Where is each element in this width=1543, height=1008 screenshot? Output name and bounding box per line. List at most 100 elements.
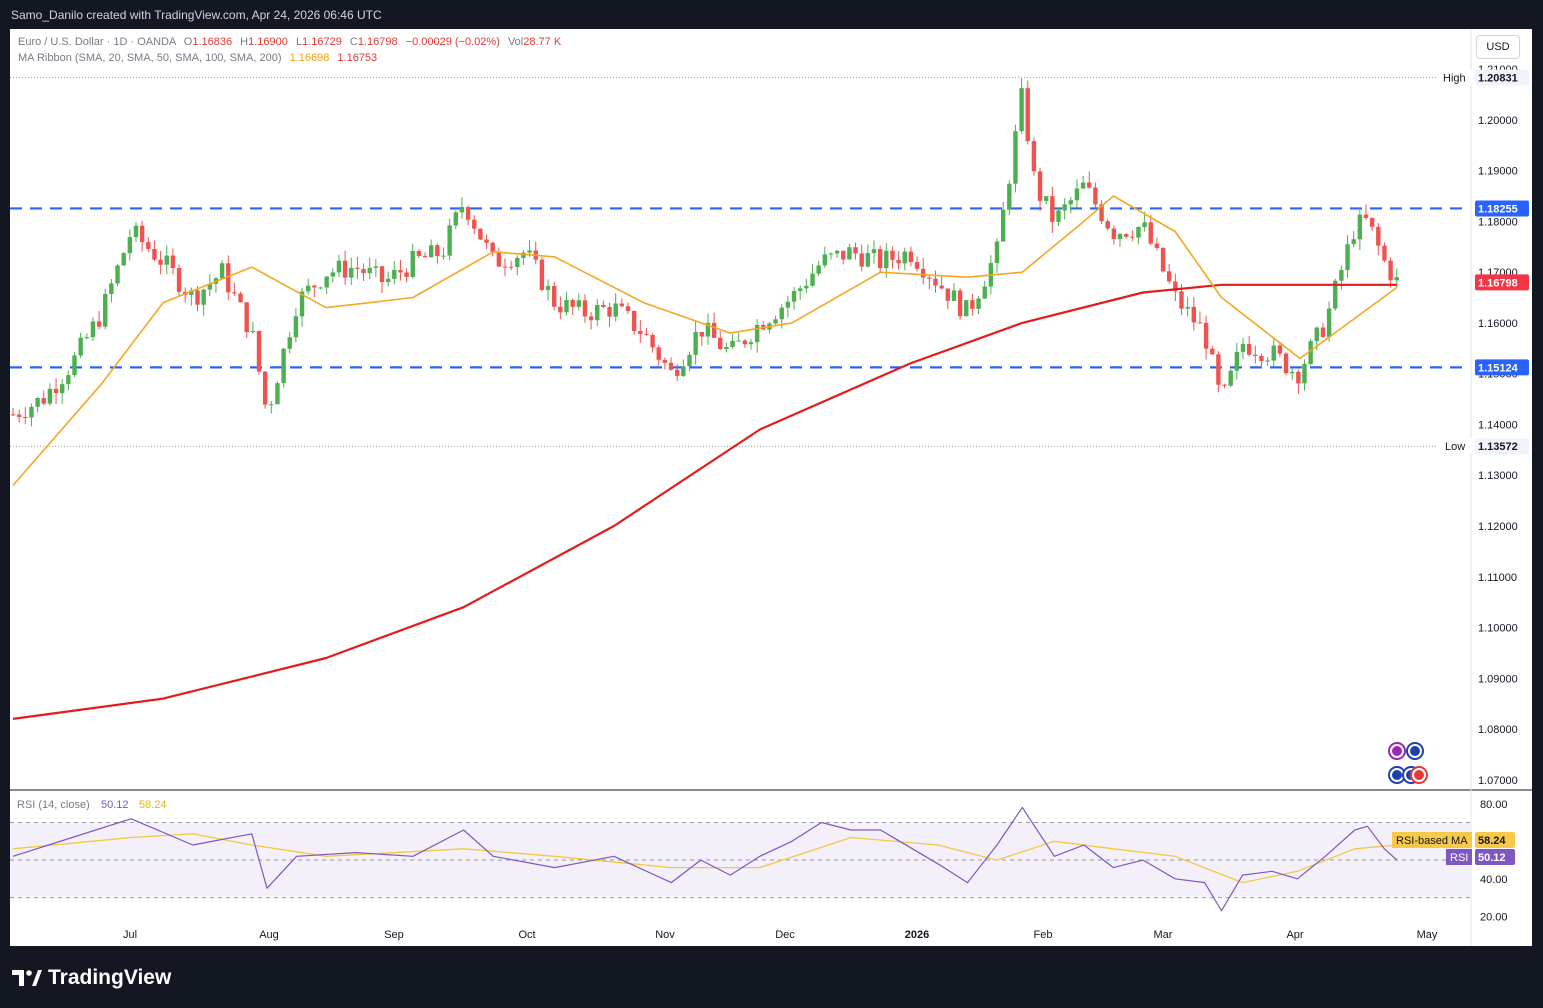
candle-body — [951, 290, 957, 301]
candle — [908, 246, 914, 267]
candle — [927, 274, 932, 290]
low-value-tag: 1.13572 — [1475, 438, 1529, 455]
rsi-tick: 20.00 — [1480, 911, 1508, 923]
candle — [847, 243, 852, 260]
candle-body — [1339, 270, 1344, 281]
price-tick: 1.12000 — [1478, 521, 1518, 533]
candle-body — [1271, 345, 1276, 361]
candle-body — [361, 268, 366, 274]
candle-body — [170, 255, 176, 269]
candle-body — [1345, 244, 1350, 271]
candle — [859, 244, 864, 272]
candle — [465, 205, 471, 226]
candle-body — [478, 228, 483, 240]
candle — [914, 256, 920, 272]
candle — [398, 260, 403, 281]
candle-body — [164, 255, 169, 265]
candle — [521, 250, 526, 265]
candle — [1173, 273, 1178, 302]
candle-body — [914, 262, 920, 269]
candle — [1105, 219, 1110, 231]
candle — [515, 255, 520, 276]
candle — [1130, 230, 1135, 242]
candle — [213, 276, 219, 293]
last-price-tag: 1.16798 — [1475, 274, 1529, 291]
candle-body — [613, 303, 618, 317]
chart-frame[interactable]: Euro / U.S. Dollar · 1D · OANDA O1.16836… — [10, 29, 1532, 946]
candle-body — [1326, 308, 1332, 338]
support-tag-text: 1.15124 — [1478, 362, 1519, 374]
candle — [828, 252, 834, 260]
price-tick: 1.13000 — [1478, 470, 1518, 482]
candle — [1240, 338, 1246, 360]
candle-body — [1240, 344, 1246, 352]
candle-body — [103, 293, 108, 327]
close-value: 1.16798 — [357, 36, 398, 48]
candle — [1148, 215, 1153, 246]
candle-body — [392, 269, 397, 279]
candle — [1019, 78, 1024, 134]
candle-body — [447, 225, 452, 256]
candle — [404, 268, 409, 283]
candle — [109, 279, 114, 303]
candle-body — [1333, 280, 1338, 309]
candle — [226, 255, 231, 301]
candle — [1093, 182, 1098, 209]
candle-body — [373, 266, 379, 268]
candle — [103, 288, 108, 330]
candle — [1302, 359, 1307, 391]
candle — [146, 237, 151, 252]
ma-ribbon-legend[interactable]: MA Ribbon (SMA, 20, SMA, 50, SMA, 100, S… — [18, 52, 377, 64]
candle — [207, 274, 212, 297]
candle — [724, 342, 729, 353]
rsi-ma-tag-box — [1392, 832, 1472, 848]
candle-body — [816, 265, 821, 274]
ma-ribbon-label: MA Ribbon (SMA, 20, SMA, 50, SMA, 100, S… — [18, 52, 282, 64]
candle — [1074, 179, 1080, 209]
candle-body — [1044, 196, 1049, 201]
candle-body — [1290, 371, 1295, 374]
candle-body — [1259, 355, 1264, 362]
candle-body — [355, 267, 360, 269]
currency-button[interactable]: USD — [1476, 35, 1520, 59]
candle — [945, 288, 950, 310]
candle — [834, 250, 840, 258]
price-tick: 1.07000 — [1478, 775, 1518, 787]
candle — [1339, 265, 1344, 290]
candle-body — [1087, 182, 1092, 188]
candle-body — [287, 337, 292, 349]
rsi-tag-box — [1446, 849, 1472, 865]
candle-body — [693, 332, 698, 355]
candle — [379, 265, 385, 293]
candle — [718, 330, 723, 350]
candle — [121, 252, 126, 266]
candle — [638, 320, 643, 344]
rsi-ma-value-tag: 58.24 — [1475, 832, 1515, 848]
candle-body — [841, 250, 846, 260]
candle — [1216, 351, 1221, 393]
symbol-legend[interactable]: Euro / U.S. Dollar · 1D · OANDA O1.16836… — [18, 36, 561, 48]
rsi-title: RSI (14, close) — [17, 799, 90, 811]
tradingview-logo[interactable]: TradingView — [12, 966, 171, 990]
candle-body — [791, 291, 797, 302]
candle-body — [207, 283, 212, 290]
candle-body — [1111, 228, 1117, 240]
candle-body — [1000, 209, 1006, 242]
candle — [994, 238, 1000, 273]
candle-body — [1080, 182, 1086, 189]
candle — [84, 333, 89, 340]
candle — [312, 284, 317, 298]
candle — [324, 276, 329, 295]
candle-body — [1234, 351, 1240, 371]
candle — [244, 302, 249, 339]
candle-body — [1210, 348, 1215, 355]
candle-body — [595, 304, 600, 321]
support-tag-box — [1475, 359, 1529, 376]
candle-body — [404, 272, 409, 277]
candle — [133, 222, 139, 243]
candle-body — [60, 384, 65, 394]
candle-body — [349, 267, 354, 278]
candle — [785, 295, 791, 318]
ma-value-2: 1.16753 — [337, 52, 378, 64]
